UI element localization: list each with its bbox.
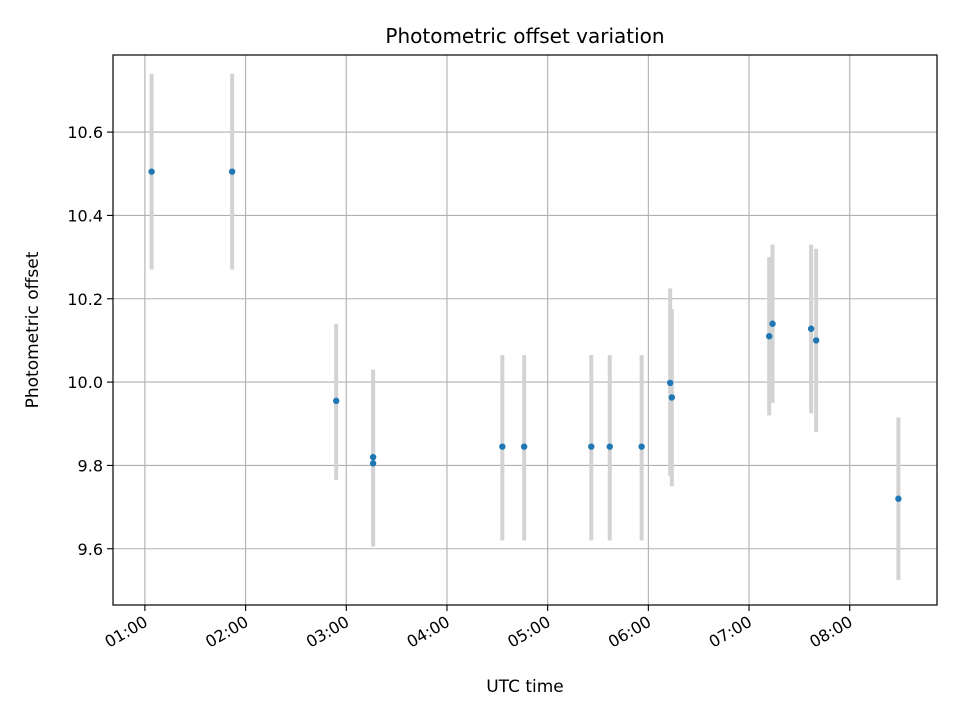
- y-tick-label: 10.4: [67, 206, 103, 225]
- data-point: [812, 337, 820, 344]
- y-tick-label: 10.0: [67, 373, 103, 392]
- data-point: [666, 379, 674, 387]
- data-point: [668, 394, 676, 401]
- data-point: [895, 495, 902, 502]
- y-axis-label: Photometric offset: [23, 251, 43, 408]
- chart-title: Photometric offset variation: [385, 24, 664, 48]
- plot-frame: [112, 54, 938, 606]
- y-tick-label: 9.6: [78, 540, 103, 559]
- data-point: [765, 333, 773, 340]
- data-point: [369, 460, 377, 467]
- data-point: [499, 443, 506, 450]
- point-layer: [148, 168, 902, 502]
- y-tick-label: 10.6: [67, 123, 103, 142]
- data-point: [807, 325, 815, 332]
- data-point: [228, 168, 236, 175]
- data-point: [148, 168, 155, 175]
- data-point: [520, 443, 528, 450]
- data-point: [638, 443, 645, 450]
- data-point: [769, 320, 776, 327]
- data-point: [333, 397, 340, 405]
- data-point: [369, 453, 377, 461]
- data-point: [606, 443, 613, 450]
- x-axis-label: UTC time: [486, 677, 564, 697]
- y-tick-label: 9.8: [78, 456, 103, 475]
- y-tick-label: 10.2: [67, 290, 103, 309]
- data-point: [588, 443, 595, 450]
